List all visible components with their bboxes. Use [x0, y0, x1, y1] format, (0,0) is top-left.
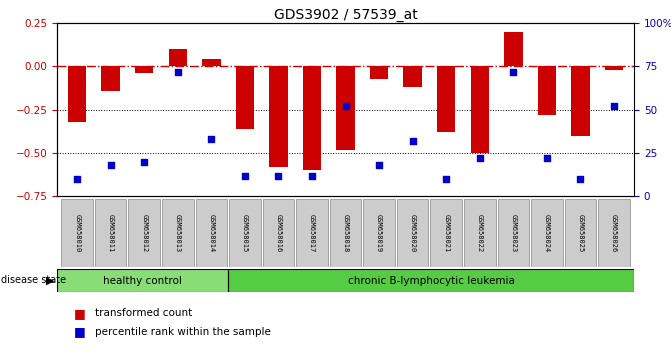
Text: GSM658016: GSM658016	[276, 213, 281, 252]
Text: GSM658018: GSM658018	[343, 213, 348, 252]
Bar	[236, 67, 254, 129]
Bar	[464, 199, 495, 267]
Bar	[62, 199, 93, 267]
Point	[508, 69, 519, 74]
Bar	[168, 49, 187, 67]
Point	[541, 155, 552, 161]
Text: GSM658020: GSM658020	[410, 213, 415, 252]
Text: GSM658012: GSM658012	[142, 213, 147, 252]
Bar	[537, 67, 556, 115]
Text: GSM658024: GSM658024	[544, 213, 550, 252]
Point	[407, 138, 418, 144]
Point	[441, 176, 452, 182]
Bar	[470, 67, 489, 153]
Text: GSM658011: GSM658011	[108, 213, 113, 252]
Bar	[68, 67, 87, 122]
Text: GSM658017: GSM658017	[309, 213, 315, 252]
Text: healthy control: healthy control	[103, 275, 182, 286]
Text: ■: ■	[74, 325, 86, 338]
Text: GSM658014: GSM658014	[209, 213, 214, 252]
Text: GSM658026: GSM658026	[611, 213, 617, 252]
Point	[72, 176, 83, 182]
Point	[139, 159, 150, 165]
Bar	[228, 269, 634, 292]
Bar	[229, 199, 260, 267]
Point	[105, 162, 116, 168]
Point	[307, 173, 317, 178]
Point	[575, 176, 586, 182]
Text: disease state: disease state	[1, 275, 66, 285]
Bar	[101, 67, 120, 91]
Bar	[57, 269, 228, 292]
Bar	[437, 67, 456, 132]
Text: ■: ■	[74, 307, 86, 320]
Point	[240, 173, 250, 178]
Bar	[403, 67, 422, 87]
Text: GSM658013: GSM658013	[175, 213, 180, 252]
Title: GDS3902 / 57539_at: GDS3902 / 57539_at	[274, 8, 417, 22]
Bar	[195, 199, 227, 267]
Bar	[303, 67, 321, 171]
Bar	[531, 199, 562, 267]
Bar	[605, 67, 623, 70]
Text: chronic B-lymphocytic leukemia: chronic B-lymphocytic leukemia	[348, 275, 515, 286]
Bar	[162, 199, 193, 267]
Point	[474, 155, 485, 161]
Point	[273, 173, 284, 178]
Bar	[370, 67, 389, 79]
Text: GSM658022: GSM658022	[477, 213, 482, 252]
Bar	[128, 199, 160, 267]
Bar	[397, 199, 428, 267]
Bar	[504, 32, 523, 67]
Point	[609, 103, 619, 109]
Bar	[430, 199, 462, 267]
Bar	[269, 67, 288, 167]
Text: GSM658021: GSM658021	[444, 213, 449, 252]
Text: GSM658010: GSM658010	[74, 213, 80, 252]
Bar	[202, 59, 221, 67]
Text: GSM658023: GSM658023	[511, 213, 516, 252]
Bar	[135, 67, 154, 73]
Point	[172, 69, 183, 74]
Bar	[571, 67, 590, 136]
Text: ▶: ▶	[46, 275, 55, 285]
Text: transformed count: transformed count	[95, 308, 193, 318]
Text: GSM658015: GSM658015	[242, 213, 248, 252]
Bar	[336, 67, 355, 150]
Point	[206, 136, 217, 142]
Bar	[564, 199, 596, 267]
Bar	[262, 199, 294, 267]
Point	[374, 162, 384, 168]
Text: GSM658019: GSM658019	[376, 213, 382, 252]
Bar	[296, 199, 327, 267]
Bar	[95, 199, 126, 267]
Bar	[497, 199, 529, 267]
Text: GSM658025: GSM658025	[578, 213, 583, 252]
Text: percentile rank within the sample: percentile rank within the sample	[95, 327, 271, 337]
Point	[340, 103, 351, 109]
Bar	[363, 199, 395, 267]
Bar	[598, 199, 629, 267]
Bar	[329, 199, 361, 267]
